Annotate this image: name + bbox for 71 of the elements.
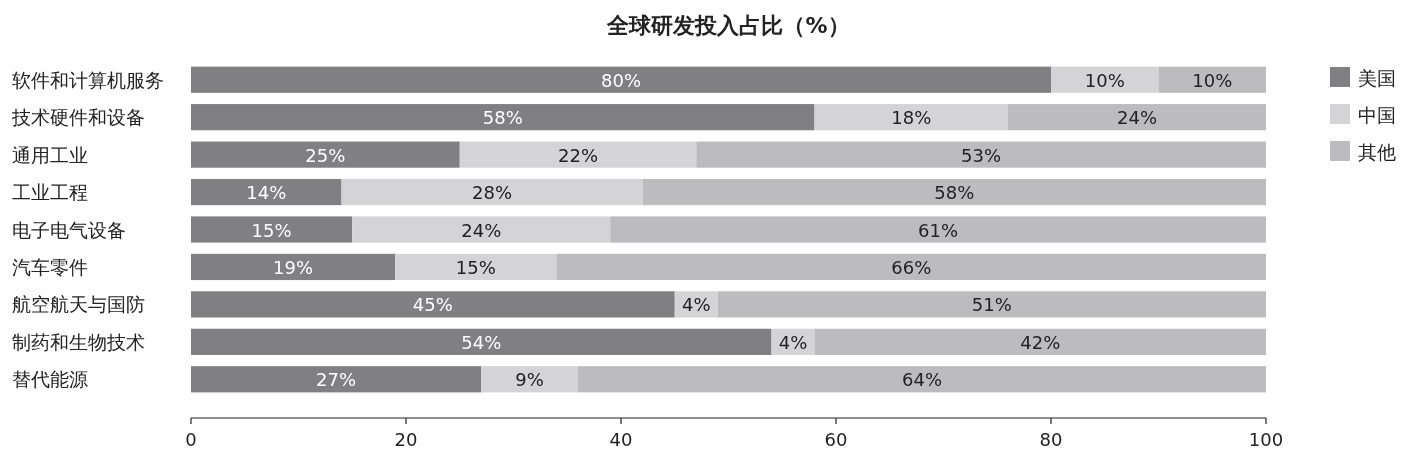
bar (1051, 66, 1159, 93)
y-tick-label: 软件和计算机服务 (12, 68, 164, 91)
data-label: 24% (461, 219, 502, 241)
data-label: 54% (461, 331, 502, 353)
data-label: 58% (934, 182, 975, 204)
legend-label: 其他 (1358, 141, 1396, 163)
data-label: 42% (1020, 331, 1061, 353)
bar (481, 366, 578, 393)
x-tick-label: 100 (1248, 429, 1284, 450)
data-label: 22% (557, 144, 599, 166)
bar (610, 216, 1266, 243)
bar (191, 178, 342, 206)
bar (556, 253, 1266, 281)
data-label: 10% (1084, 69, 1125, 91)
data-label: 66% (891, 256, 932, 278)
data-label: 80% (600, 69, 642, 91)
data-label: 4% (681, 294, 711, 316)
bar (1008, 104, 1266, 131)
data-label: 4% (778, 331, 808, 353)
bar (191, 141, 460, 168)
bar (1158, 66, 1266, 93)
data-label: 15% (251, 219, 292, 241)
y-tick-label: 汽车零件 (12, 255, 88, 278)
bar (191, 253, 396, 281)
data-label: 9% (515, 369, 544, 391)
x-tick-label: 0 (185, 429, 197, 450)
data-label: 58% (482, 107, 523, 129)
bar (642, 178, 1266, 206)
data-label: 51% (971, 294, 1012, 316)
x-tick-label: 40 (609, 429, 633, 450)
data-label: 45% (412, 294, 453, 316)
bar (191, 66, 1051, 93)
data-label: 19% (273, 256, 314, 278)
x-tick-label: 20 (394, 429, 418, 450)
y-tick-label: 工业工程 (12, 181, 88, 204)
data-label: 24% (1116, 107, 1158, 129)
bar (191, 291, 675, 318)
data-label: 15% (455, 256, 496, 278)
bar (191, 104, 815, 131)
bar (352, 216, 611, 243)
data-label: 64% (901, 369, 943, 391)
bar (814, 328, 1266, 355)
y-tick-label: 替代能源 (12, 368, 88, 391)
data-label: 25% (305, 144, 346, 166)
data-label: 10% (1192, 69, 1233, 91)
legend-label: 中国 (1358, 104, 1396, 126)
bar (814, 104, 1008, 131)
bar (717, 291, 1266, 318)
y-tick-label: 电子电气设备 (12, 218, 126, 241)
chart-title: 全球研发投入占比（%） (606, 13, 850, 38)
x-tick-label: 80 (1039, 429, 1063, 450)
data-label: 53% (961, 144, 1002, 166)
data-label: 61% (918, 219, 959, 241)
bar (191, 328, 772, 355)
bar (696, 141, 1266, 168)
y-tick-label: 通用工业 (12, 143, 88, 166)
x-tick-label: 60 (824, 429, 848, 450)
bar (395, 253, 557, 281)
legend-label: 美国 (1358, 67, 1396, 89)
data-label: 14% (246, 182, 287, 204)
data-label: 28% (471, 182, 513, 204)
bar (191, 216, 353, 243)
y-tick-label: 技术硬件和设备 (11, 106, 145, 129)
bar (341, 178, 643, 206)
bar (578, 366, 1266, 393)
y-tick-label: 制药和生物技术 (12, 330, 145, 353)
bar (191, 366, 482, 393)
y-tick-label: 航空航天与国防 (12, 293, 145, 316)
data-label: 18% (891, 107, 932, 129)
bar (459, 141, 697, 168)
data-label: 27% (316, 369, 357, 391)
